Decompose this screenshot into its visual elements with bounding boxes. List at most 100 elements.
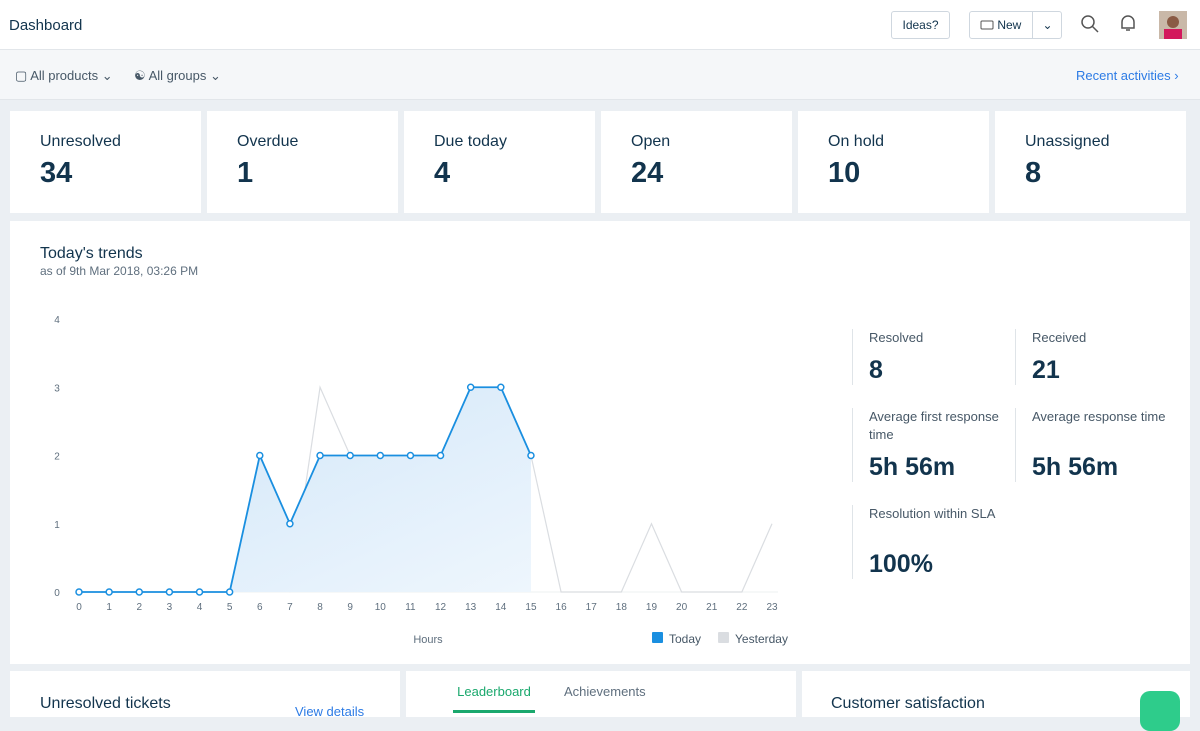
stat-card: Open 24 <box>601 111 792 213</box>
x-tick-label: 21 <box>706 602 718 613</box>
stat-card: Unassigned 8 <box>995 111 1186 213</box>
group-filter[interactable]: ☯ All groups ⌄ <box>134 68 221 83</box>
point <box>406 451 415 460</box>
bell-icon[interactable] <box>1119 14 1137 34</box>
stat-card: Unresolved 34 <box>10 111 201 213</box>
point <box>316 451 324 460</box>
point <box>376 451 385 460</box>
metric-value: 21 <box>1032 356 1060 384</box>
legend-swatch <box>718 632 730 643</box>
metric: Average first response time 5h 56m <box>852 408 1002 482</box>
x-tick-label: 9 <box>347 602 353 613</box>
y-tick-label: 4 <box>54 315 60 326</box>
x-axis-label: Hours <box>413 634 443 646</box>
x-tick-label: 7 <box>287 602 293 613</box>
search-icon[interactable] <box>1080 14 1100 34</box>
metric-value: 5h 56m <box>869 453 956 481</box>
recent-label: Recent activities <box>1076 68 1171 83</box>
tab[interactable]: Achievements <box>564 684 646 699</box>
metric-value: 5h 56m <box>1032 453 1119 481</box>
metric-value: 100% <box>869 550 933 578</box>
product-filter[interactable]: ▢ All products ⌄ <box>15 68 113 83</box>
metric-value: 8 <box>869 356 883 384</box>
point <box>195 588 204 596</box>
ticket-icon <box>980 20 994 30</box>
stat-card: Due today 4 <box>404 111 595 213</box>
stat-value: 34 <box>40 157 73 189</box>
stat-label: On hold <box>828 133 885 150</box>
new-button[interactable]: New ⌄ <box>969 11 1062 39</box>
x-tick-label: 20 <box>676 602 688 613</box>
point <box>346 451 354 460</box>
point <box>105 588 113 596</box>
x-tick-label: 2 <box>136 602 142 613</box>
stat-label: Unassigned <box>1025 133 1110 150</box>
metric-label: Average first response time <box>869 409 999 442</box>
x-tick-label: 0 <box>76 602 82 613</box>
x-tick-label: 16 <box>556 602 568 613</box>
x-tick-label: 11 <box>405 602 416 613</box>
x-tick-label: 1 <box>106 602 112 613</box>
trends-panel: Today's trends as of 9th Mar 2018, 03:26… <box>10 221 1190 664</box>
series-line <box>79 386 532 593</box>
dropdown[interactable]: ⌄ <box>1032 12 1062 38</box>
point <box>225 588 234 596</box>
metric: Resolved 8 <box>852 329 1002 385</box>
x-tick-label: 23 <box>766 602 778 613</box>
x-tick-label: 10 <box>375 602 387 613</box>
stat-label: Open <box>631 133 671 150</box>
point <box>256 451 264 460</box>
legend-label: Yesterday <box>735 632 788 646</box>
y-tick-label: 3 <box>54 383 60 394</box>
y-tick-label: 0 <box>54 588 60 599</box>
x-tick-label: 5 <box>227 602 233 613</box>
y-tick-label: 2 <box>54 452 60 463</box>
metric: Received 21 <box>1015 329 1165 385</box>
x-tick-label: 22 <box>736 602 748 613</box>
page-title: Dashboard <box>9 17 83 34</box>
group-label: All groups <box>148 68 207 83</box>
stat-value: 8 <box>1025 157 1042 189</box>
tab-active[interactable]: Leaderboard <box>453 684 535 713</box>
x-tick-label: 3 <box>167 602 173 613</box>
stat-value: 24 <box>631 157 664 189</box>
recent-activities[interactable]: Recent activities › <box>1076 68 1179 83</box>
metric-label: Received <box>1032 330 1087 345</box>
top-bar: Dashboard Ideas? New ⌄ <box>0 0 1200 50</box>
point <box>436 451 445 460</box>
stat-card: On hold 10 <box>798 111 989 213</box>
stat-value: 4 <box>434 157 451 189</box>
csat-title: Customer satisfaction <box>831 695 985 712</box>
unresolved-panel: Unresolved tickets View details <box>10 671 400 719</box>
filter-bar: ▢ All products ⌄ ☯ All groups ⌄ Recent a… <box>0 50 1200 100</box>
stat-card: Overdue 1 <box>207 111 398 213</box>
point <box>135 588 144 596</box>
x-tick-label: 6 <box>257 602 263 613</box>
point <box>466 383 475 391</box>
metric-label: Resolved <box>869 330 924 345</box>
point <box>286 520 294 528</box>
x-tick-label: 4 <box>197 602 203 613</box>
legend-label: Today <box>669 632 701 646</box>
y-tick-label: 1 <box>54 520 60 531</box>
avatar[interactable] <box>1159 11 1187 39</box>
point <box>497 383 505 391</box>
stat-label: Due today <box>434 133 507 150</box>
x-tick-label: 13 <box>465 602 477 613</box>
x-tick-label: 17 <box>586 602 598 613</box>
stat-value: 10 <box>828 157 861 189</box>
legend-swatch <box>652 632 663 643</box>
unresolved-title: Unresolved tickets <box>40 695 171 712</box>
metric: Resolution within SLA 100% <box>852 505 1002 579</box>
view-details[interactable]: View details <box>295 704 365 719</box>
csat-panel: Customer satisfaction <box>802 671 1190 731</box>
metric-label: Average response time <box>1032 409 1166 424</box>
trends-subtitle: as of 9th Mar 2018, 03:26 PM <box>40 264 199 278</box>
leaderboard-panel: Leaderboard Achievements <box>406 671 796 717</box>
x-tick-label: 8 <box>317 602 323 613</box>
point <box>75 588 83 596</box>
help-widget[interactable] <box>1140 691 1180 731</box>
ideas-button[interactable]: Ideas? <box>891 11 950 39</box>
stat-value: 1 <box>237 157 254 189</box>
